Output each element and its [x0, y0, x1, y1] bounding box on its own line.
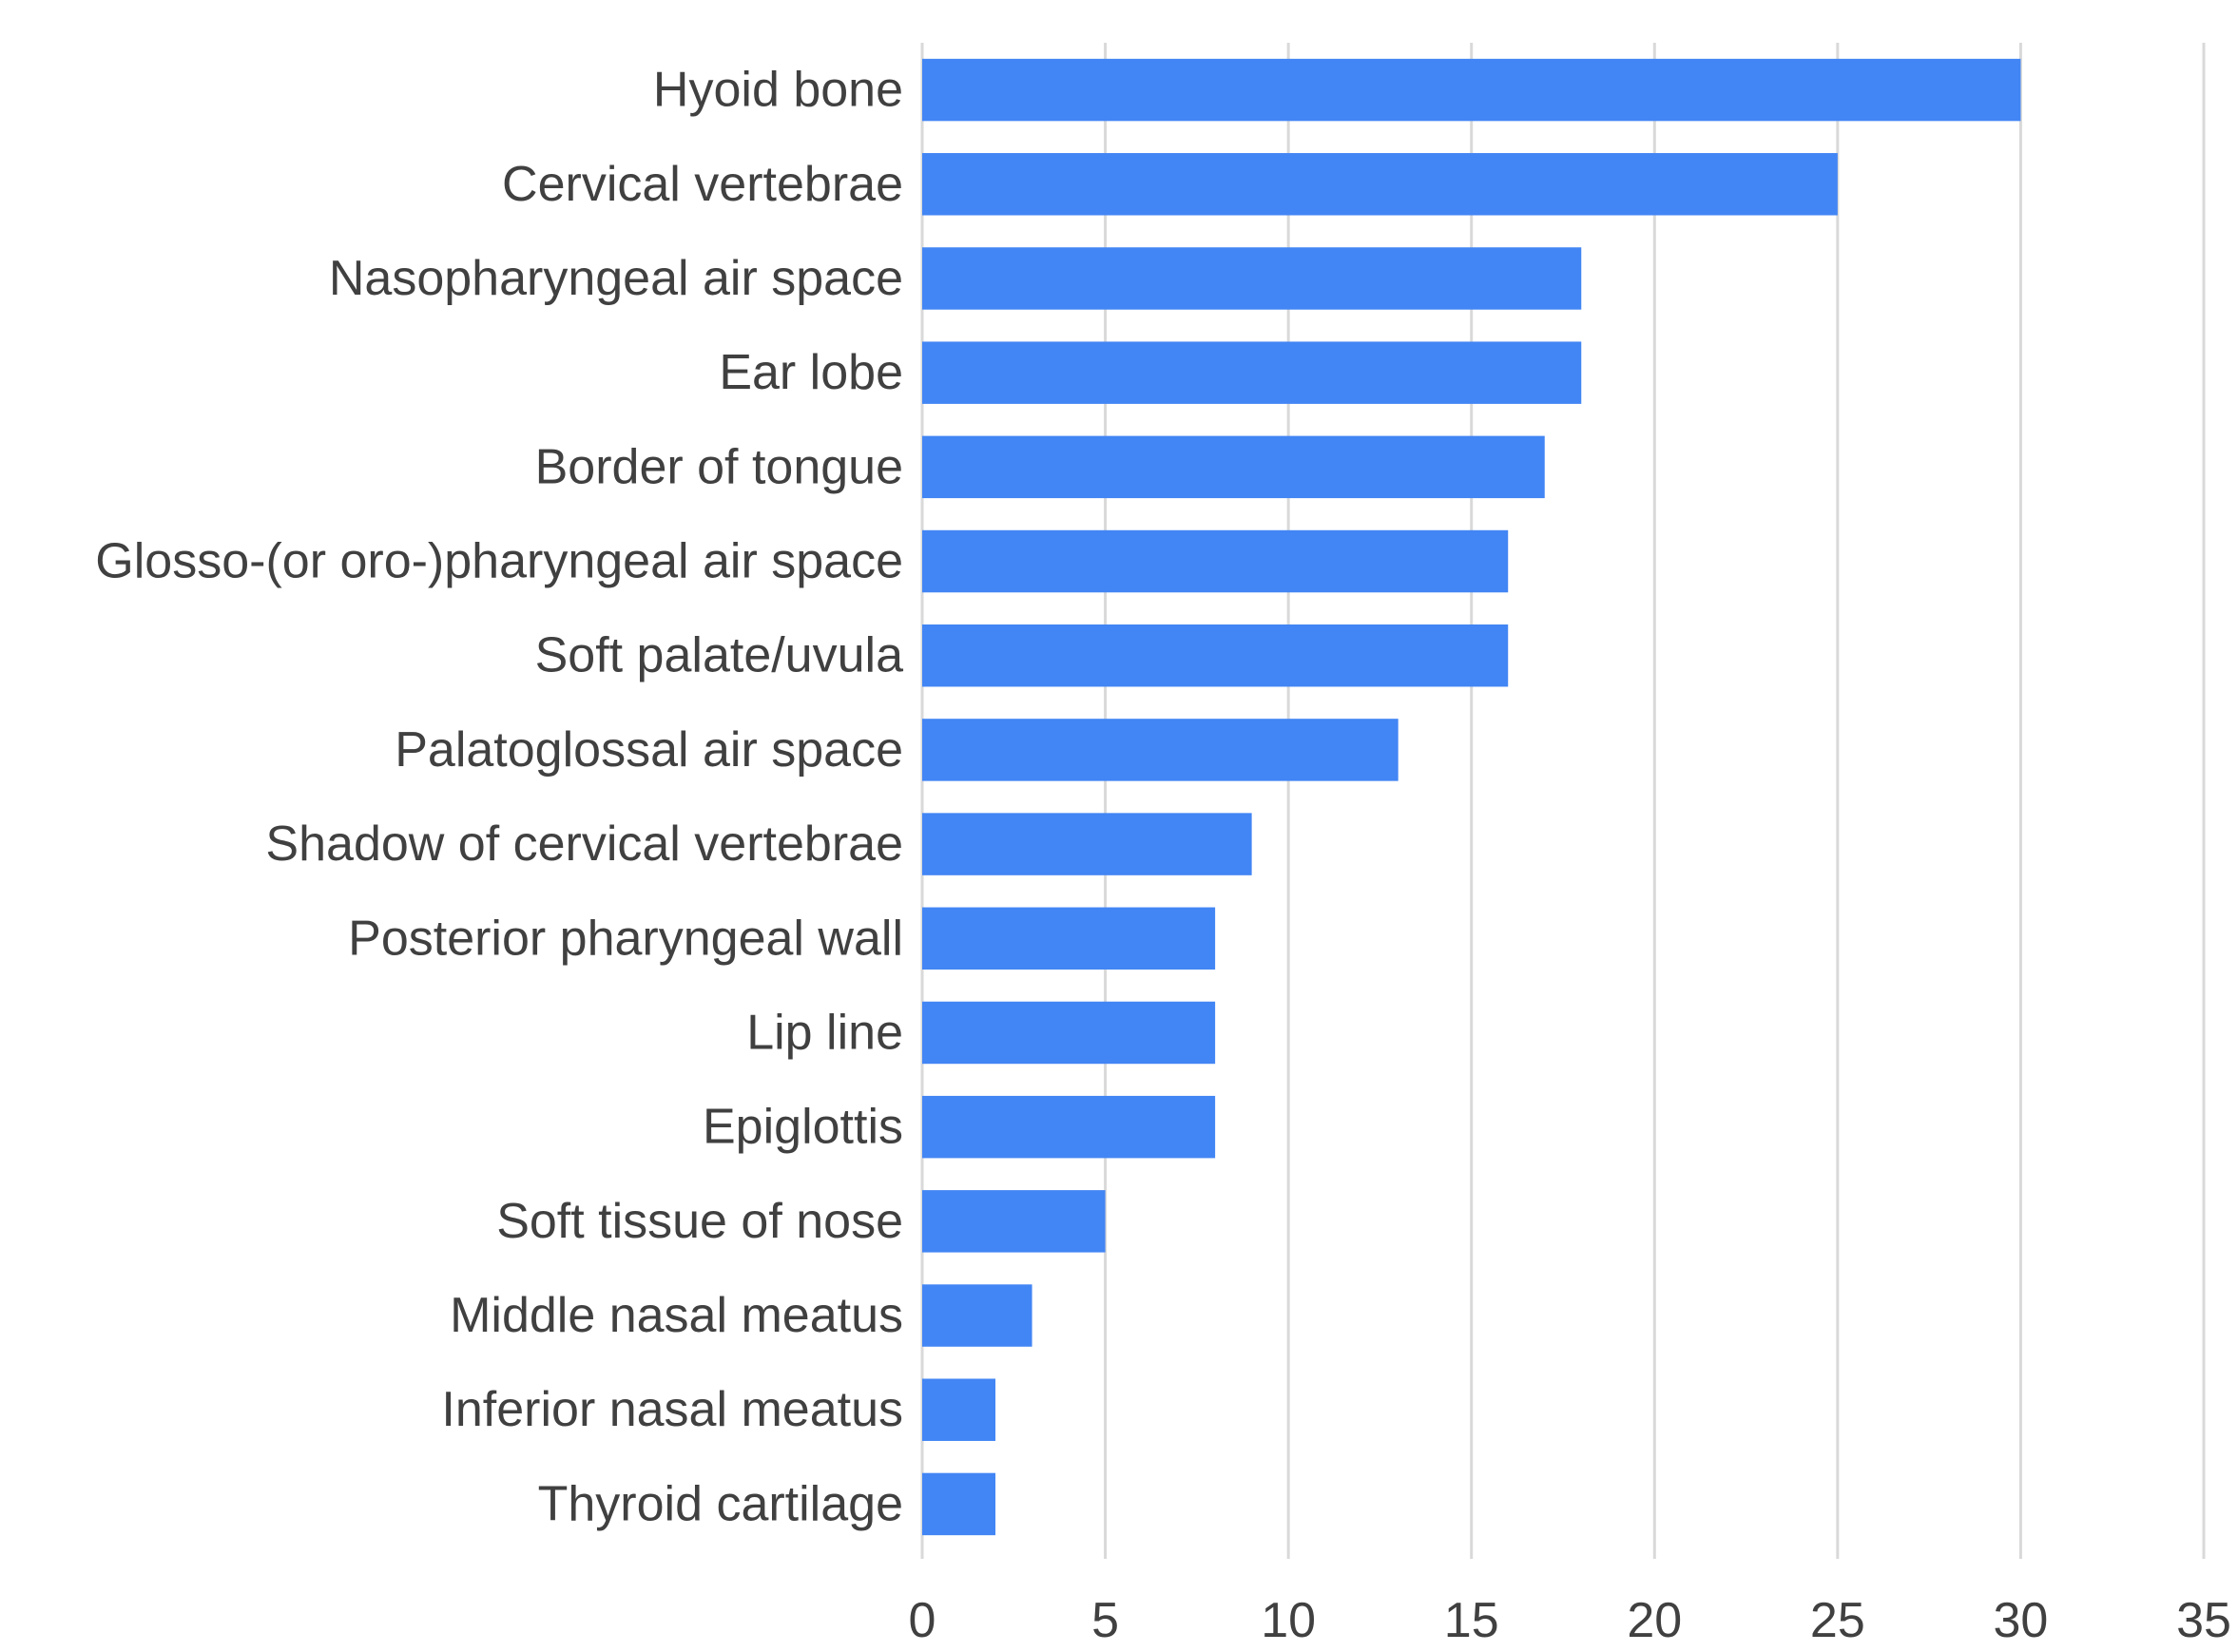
x-tick-label: 10	[1261, 1593, 1316, 1648]
x-tick-label: 25	[1810, 1593, 1865, 1648]
x-tick-label: 20	[1627, 1593, 1682, 1648]
bar	[922, 1378, 996, 1441]
bars	[922, 58, 2021, 1536]
bar	[922, 341, 1582, 404]
bar	[922, 58, 2021, 122]
category-label: Border of tongue	[535, 439, 903, 494]
bar	[922, 813, 1252, 875]
bar	[922, 153, 1838, 216]
category-label: Soft tissue of nose	[496, 1194, 903, 1249]
x-tick-label: 0	[909, 1593, 936, 1648]
category-label: Epiglottis	[703, 1100, 903, 1155]
bar	[922, 1190, 1106, 1253]
category-label: Palatoglossal air space	[395, 722, 903, 778]
category-label: Hyoid bone	[653, 63, 903, 118]
bar	[922, 624, 1509, 687]
bar	[922, 719, 1399, 781]
x-tick-label: 30	[1994, 1593, 2049, 1648]
category-label: Cervical vertebrae	[502, 157, 903, 212]
category-label: Ear lobe	[719, 345, 903, 400]
category-label: Glosso-(or oro-)pharyngeal air space	[95, 534, 903, 589]
bar	[922, 1095, 1216, 1159]
category-label: Lip line	[746, 1005, 903, 1060]
bar	[922, 907, 1216, 970]
category-label: Soft palate/uvula	[535, 628, 903, 683]
category-label: Middle nasal meatus	[450, 1288, 903, 1343]
bar	[922, 247, 1582, 310]
x-tick-label: 35	[2176, 1593, 2231, 1648]
category-labels: Hyoid bone Cervical vertebrae Nasopharynge…	[95, 63, 903, 1532]
bar	[922, 435, 1545, 499]
bar	[922, 1001, 1216, 1065]
category-label: Inferior nasal meatus	[441, 1382, 903, 1437]
bar	[922, 1472, 996, 1536]
category-label: Nasopharyngeal air space	[329, 251, 903, 306]
category-label: Thyroid cartilage	[538, 1476, 903, 1531]
category-label: Shadow of cervical vertebrae	[265, 816, 903, 872]
category-label: Posterior pharyngeal wall	[348, 911, 903, 966]
x-tick-labels: 0 5 10 15 20 25 30 35	[909, 1593, 2231, 1648]
x-tick-label: 15	[1444, 1593, 1499, 1648]
x-tick-label: 5	[1091, 1593, 1119, 1648]
bar	[922, 529, 1509, 593]
bar	[922, 1284, 1032, 1347]
